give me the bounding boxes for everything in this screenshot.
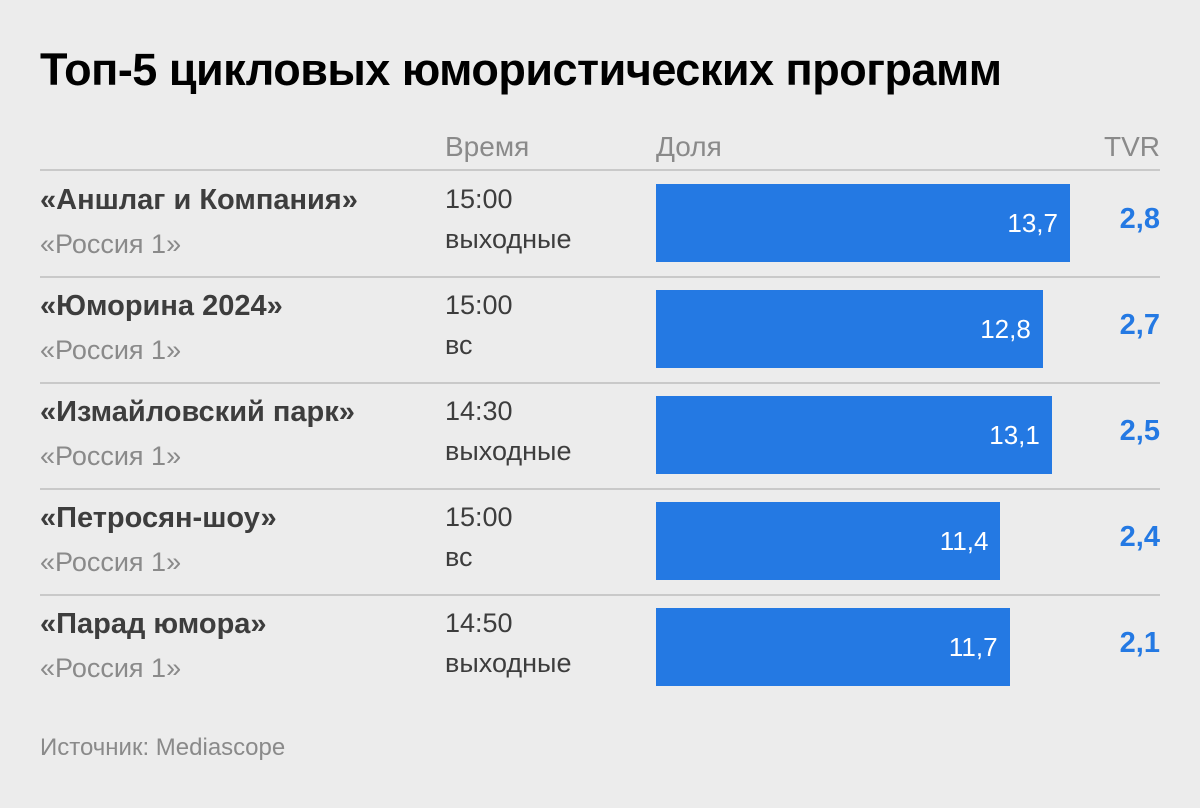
program-name: «Измайловский парк» — [40, 396, 355, 428]
source-note: Источник: Mediascope — [40, 734, 286, 761]
share-label: 11,7 — [948, 632, 998, 662]
row-divider — [40, 594, 1160, 596]
air-time: 15:00 — [445, 290, 513, 320]
table-row: «Парад юмора» «Россия 1» 14:50 выходные … — [0, 600, 1200, 706]
air-days: вс — [445, 330, 473, 360]
air-days: выходные — [445, 436, 572, 466]
share-bar: 11,4 — [656, 502, 1001, 580]
share-bar: 11,7 — [656, 608, 1010, 686]
tvr-value: 2,7 — [1119, 309, 1160, 341]
channel-name: «Россия 1» — [40, 547, 182, 577]
channel-name: «Россия 1» — [40, 441, 182, 471]
table-row: «Петросян-шоу» «Россия 1» 15:00 вс 11,4 … — [0, 494, 1200, 600]
air-days: выходные — [445, 648, 572, 678]
channel-name: «Россия 1» — [40, 335, 182, 365]
column-header-tvr: TVR — [1104, 131, 1160, 162]
chart-title: Топ-5 цикловых юмористических программ — [40, 44, 1002, 95]
air-time: 15:00 — [445, 502, 513, 532]
channel-name: «Россия 1» — [40, 229, 182, 259]
air-days: выходные — [445, 224, 572, 254]
program-name: «Юморина 2024» — [40, 290, 283, 322]
program-name: «Аншлаг и Компания» — [40, 184, 358, 216]
row-divider — [40, 276, 1160, 278]
tvr-value: 2,5 — [1119, 415, 1160, 447]
share-label: 12,8 — [980, 314, 1031, 344]
air-days: вс — [445, 542, 473, 572]
column-header-share: Доля — [656, 131, 722, 162]
row-divider — [40, 488, 1160, 490]
table-row: «Юморина 2024» «Россия 1» 15:00 вс 12,8 … — [0, 282, 1200, 388]
program-name: «Петросян-шоу» — [40, 502, 277, 534]
share-label: 13,1 — [989, 420, 1040, 450]
share-label: 11,4 — [939, 526, 989, 556]
air-time: 14:30 — [445, 396, 513, 426]
share-label: 13,7 — [1007, 208, 1058, 238]
table-row: «Аншлаг и Компания» «Россия 1» 15:00 вых… — [0, 176, 1200, 282]
header-divider — [40, 169, 1160, 171]
table-row: «Измайловский парк» «Россия 1» 14:30 вых… — [0, 388, 1200, 494]
share-bar: 12,8 — [656, 290, 1043, 368]
channel-name: «Россия 1» — [40, 653, 182, 683]
tvr-value: 2,4 — [1119, 521, 1160, 553]
row-divider — [40, 382, 1160, 384]
program-name: «Парад юмора» — [40, 608, 267, 640]
column-header-time: Время — [445, 131, 530, 162]
tvr-value: 2,8 — [1119, 203, 1160, 235]
share-bar: 13,7 — [656, 184, 1070, 262]
share-bar: 13,1 — [656, 396, 1052, 474]
tvr-value: 2,1 — [1119, 627, 1160, 659]
air-time: 15:00 — [445, 184, 513, 214]
air-time: 14:50 — [445, 608, 513, 638]
